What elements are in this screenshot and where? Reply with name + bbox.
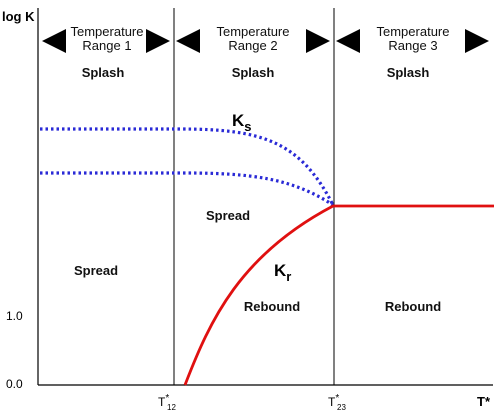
y-axis-label: log K (2, 9, 35, 24)
ks-lower-curve (40, 171, 334, 207)
x-tick-t12-sup: * (165, 393, 169, 404)
range3-splash-label: Splash (387, 65, 430, 80)
range1-title-line1: Temperature (71, 24, 144, 39)
range2-spread-label: Spread (206, 208, 250, 223)
kr-curve (183, 204, 494, 386)
x-tick-t23-main: T (328, 395, 336, 409)
range2-title-line1: Temperature (217, 24, 290, 39)
range2-splash-label: Splash (232, 65, 275, 80)
range3-title-line1: Temperature (377, 24, 450, 39)
kr-label: Kr (274, 261, 291, 284)
x-tick-t23-sup: * (335, 393, 339, 404)
ks-upper-curve (40, 127, 335, 206)
range3-title-line2: Range 3 (388, 38, 437, 53)
ks-label-sub: s (244, 119, 251, 134)
range1-splash-label: Splash (82, 65, 125, 80)
x-tick-t12-sub: 12 (167, 403, 176, 410)
x-tick-t12: T* 12 (158, 393, 176, 410)
y-tick-1: 1.0 (6, 309, 23, 323)
range1-spread-label: Spread (74, 263, 118, 278)
ks-label: Ks (232, 111, 252, 134)
range2-rebound-label: Rebound (244, 299, 300, 314)
y-tick-0: 0.0 (6, 377, 23, 391)
range2-title-line2: Range 2 (228, 38, 277, 53)
x-axis-label: T* (477, 394, 491, 409)
kr-label-sub: r (286, 269, 291, 284)
range3-rebound-label: Rebound (385, 299, 441, 314)
x-tick-t12-main: T (158, 395, 166, 409)
kr-label-main: K (274, 261, 287, 280)
ks-label-main: K (232, 111, 245, 130)
x-tick-t23: T* 23 (328, 393, 346, 410)
x-axis-label-text: T* (477, 394, 491, 409)
x-tick-t23-sub: 23 (337, 403, 346, 410)
range1-title-line2: Range 1 (82, 38, 131, 53)
